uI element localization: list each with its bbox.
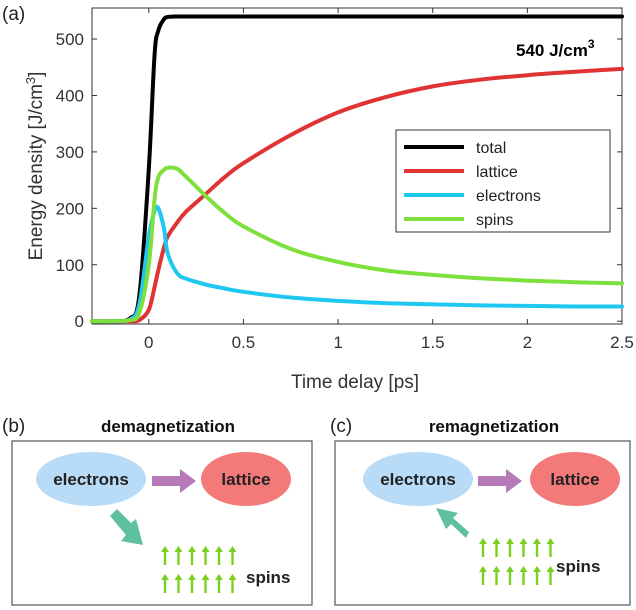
series-line-total <box>90 14 624 324</box>
panel-b-electrons-ellipse <box>36 452 146 506</box>
legend-label-electrons: electrons <box>476 188 541 205</box>
y-axis-label: Energy density [J/cm3] <box>23 72 47 261</box>
panel-b-lattice-ellipse <box>201 452 291 506</box>
spin-arrow-head <box>201 574 210 580</box>
panel-b-frame <box>11 440 313 606</box>
spin-arrow-head <box>492 566 501 572</box>
spin-arrow-head <box>519 538 528 544</box>
spin-arrow-head <box>479 538 487 544</box>
y-axis-label-end: ] <box>26 72 47 77</box>
y-axis: 0 100 200 300 400 500 <box>56 30 622 331</box>
series-lines <box>90 14 624 324</box>
spin-arrow-head <box>506 538 514 544</box>
panel-c-electrons-ellipse <box>363 452 473 506</box>
x-tick-label: 0.5 <box>232 333 256 352</box>
panel-c-electrons-to-lattice-arrow <box>478 469 522 493</box>
y-tick-label: 300 <box>56 143 84 162</box>
panel-c-frame <box>334 440 631 606</box>
x-tick-label: 2 <box>523 333 532 352</box>
x-axis: 0 0.5 1 1.5 2 2.5 <box>144 8 634 352</box>
annotation-sup: 3 <box>588 37 595 51</box>
panel-b-label: (b) <box>2 416 25 437</box>
series-line-electrons <box>90 204 624 324</box>
spin-arrow-head <box>533 538 541 544</box>
x-tick-label: 1 <box>333 333 342 352</box>
legend-label-total: total <box>476 140 506 157</box>
spin-arrow-head <box>201 546 210 552</box>
x-tick-label: 1.5 <box>421 333 445 352</box>
spin-arrow-head <box>161 574 169 580</box>
annotation-main: 540 J/cm <box>516 41 588 60</box>
plot-frame <box>91 7 623 325</box>
legend-label-lattice: lattice <box>476 164 518 181</box>
y-tick-label: 500 <box>56 30 84 49</box>
spin-arrow-head <box>174 546 183 552</box>
legend: total lattice electrons spins <box>395 129 611 233</box>
panel-c-lattice-label: lattice <box>550 470 599 489</box>
panel-b-lattice-label: lattice <box>221 470 270 489</box>
spin-arrow-head <box>161 546 169 552</box>
spin-arrow-head <box>533 566 541 572</box>
panel-c-spins-to-electrons-arrow <box>436 508 469 538</box>
panel-b-spins-label: spins <box>246 568 290 587</box>
y-axis-label-sup: 3 <box>23 77 38 84</box>
y-tick-label: 200 <box>56 199 84 218</box>
spin-arrow-head <box>546 538 555 544</box>
panel-b-title: demagnetization <box>101 417 235 436</box>
y-tick-label: 400 <box>56 86 84 105</box>
spin-arrow-head <box>174 574 183 580</box>
spin-arrow-head <box>228 574 237 580</box>
spin-arrow-head <box>228 546 237 552</box>
spin-arrow-head <box>215 546 223 552</box>
x-tick-label: 2.5 <box>610 333 634 352</box>
x-axis-label: Time delay [ps] <box>291 372 419 393</box>
energy-density-chart: 0 0.5 1 1.5 2 2.5 0 100 200 300 400 500 Time delay… <box>23 7 634 393</box>
panel-c-spin-arrows <box>479 538 555 585</box>
panel-b-electrons-to-spins-arrow <box>110 509 143 545</box>
panel-b-electrons-label: electrons <box>53 470 129 489</box>
spin-arrow-head <box>506 566 514 572</box>
panel-c-electrons-label: electrons <box>380 470 456 489</box>
legend-label-spins: spins <box>476 212 513 229</box>
panel-a-label: (a) <box>2 4 25 25</box>
panel-c-spins-label: spins <box>556 557 600 576</box>
series-line-lattice <box>90 66 624 324</box>
series-line-spins <box>90 165 624 324</box>
spin-arrow-head <box>519 566 528 572</box>
panel-b-electrons-to-lattice-arrow <box>152 469 196 493</box>
spin-arrow-head <box>492 538 501 544</box>
spin-arrow-head <box>546 566 555 572</box>
panel-c-label: (c) <box>330 416 352 437</box>
panel-c-lattice-ellipse <box>530 452 620 506</box>
panel-c-title: remagnetization <box>429 417 559 436</box>
spin-arrow-head <box>215 574 223 580</box>
spin-arrow-head <box>479 566 487 572</box>
total-energy-annotation: 540 J/cm3 <box>516 37 595 60</box>
x-tick-label: 0 <box>144 333 153 352</box>
spin-arrow-head <box>188 574 196 580</box>
panel-b-spin-arrows <box>161 546 237 593</box>
y-tick-label: 100 <box>56 256 84 275</box>
y-tick-label: 0 <box>75 312 84 331</box>
spin-arrow-head <box>188 546 196 552</box>
y-axis-label-main: Energy density [J/cm <box>26 84 47 260</box>
